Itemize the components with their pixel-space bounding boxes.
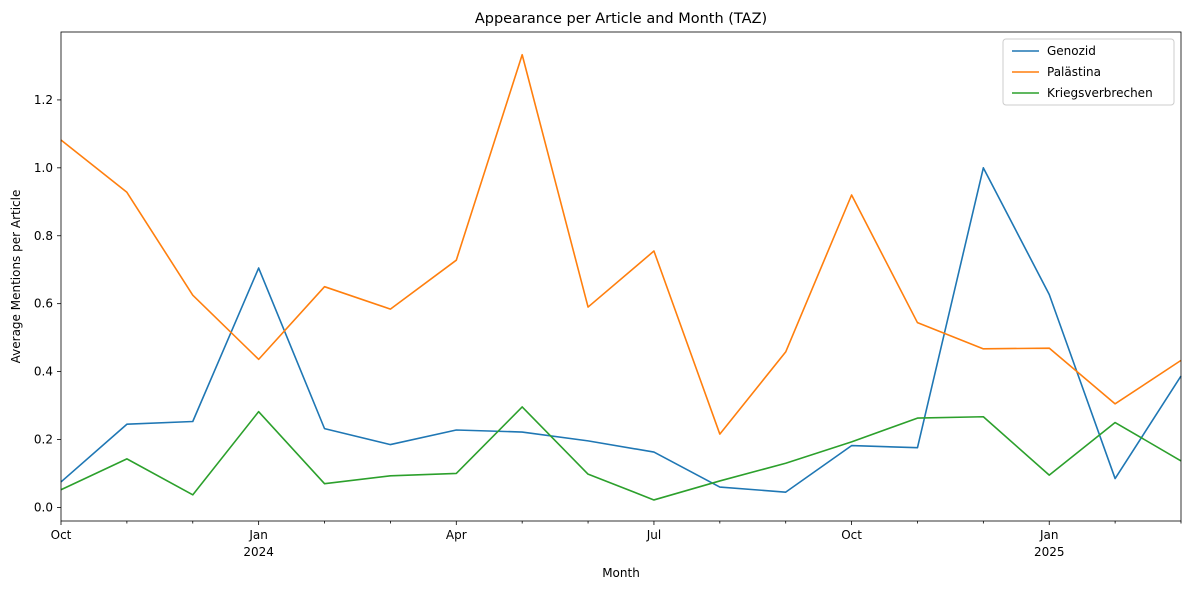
plot-frame (60, 31, 1182, 522)
legend-box (1002, 38, 1175, 106)
x-tick-year-label: 2025 (1034, 545, 1065, 559)
y-tick-label: 1.2 (34, 93, 53, 107)
chart-title: Appearance per Article and Month (TAZ) (475, 11, 767, 27)
y-tick-label: 0.2 (34, 433, 53, 447)
legend-label: Kriegsverbrechen (1047, 86, 1153, 100)
x-tick-label: Jan (248, 528, 268, 542)
x-tick-label: Apr (446, 528, 467, 542)
y-axis-title: Average Mentions per Article (9, 190, 23, 364)
x-tick-label: Jul (646, 528, 661, 542)
y-tick-label: 0.8 (34, 229, 53, 243)
x-tick-label: Oct (841, 528, 862, 542)
x-axis-title: Month (602, 566, 640, 580)
x-tick-label: Oct (51, 528, 72, 542)
plot-area: 0.0 0.2 0.4 0.6 0.8 1.0 1.2 Oct Jan 2024 Apr Jul Oct… (34, 31, 1182, 559)
y-tick-label: 0.6 (34, 297, 53, 311)
y-tick-label: 0.4 (34, 365, 53, 379)
legend-label: Genozid (1047, 44, 1096, 58)
y-tick-label: 1.0 (34, 161, 53, 175)
x-tick-year-label: 2024 (243, 545, 274, 559)
series-line-kriegsverbrechen (60, 406, 1182, 501)
y-tick-label: 0.0 (34, 500, 53, 514)
series-line-pal-stina (60, 53, 1182, 435)
x-tick-label: Jan (1039, 528, 1059, 542)
legend: Genozid Palästina Kriegsverbrechen (1002, 38, 1175, 106)
legend-label: Palästina (1047, 65, 1101, 79)
series-line-genozid (60, 167, 1182, 493)
